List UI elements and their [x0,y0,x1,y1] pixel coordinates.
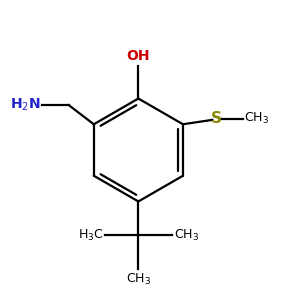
Text: S: S [210,111,221,126]
Text: H$_3$C: H$_3$C [77,228,103,243]
Text: CH$_3$: CH$_3$ [244,111,270,126]
Text: CH$_3$: CH$_3$ [174,228,199,243]
Text: CH$_3$: CH$_3$ [126,272,151,286]
Text: OH: OH [127,49,150,63]
Text: H$_2$N: H$_2$N [10,97,41,113]
